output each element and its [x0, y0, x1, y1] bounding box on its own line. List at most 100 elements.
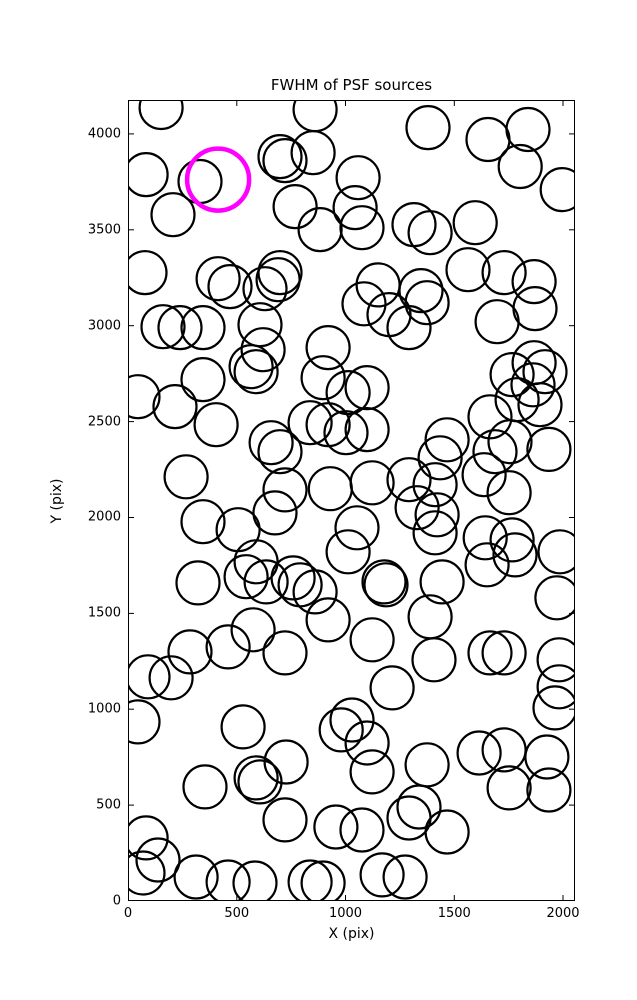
- x-tick-label: 500: [224, 906, 250, 921]
- y-tick-label: 1500: [87, 605, 121, 621]
- psf-circle: [467, 630, 513, 676]
- psf-circle: [522, 349, 568, 395]
- psf-circle: [270, 555, 316, 601]
- y-tick-label: 500: [96, 797, 121, 813]
- psf-circle: [335, 155, 381, 201]
- y-tick-label: 0: [112, 893, 121, 909]
- psf-circle: [230, 607, 276, 653]
- psf-circle: [517, 382, 563, 428]
- psf-circle: [339, 807, 385, 853]
- psf-circle: [140, 304, 186, 350]
- psf-circle: [128, 152, 169, 198]
- psf-circle: [300, 355, 346, 401]
- psf-circle: [152, 384, 198, 430]
- psf-circle: [262, 137, 308, 184]
- psf-circle: [481, 630, 527, 676]
- psf-circle: [325, 370, 371, 416]
- psf-circle: [207, 264, 253, 310]
- psf-circle: [536, 637, 575, 683]
- psf-circle: [290, 130, 336, 176]
- psf-circle: [255, 257, 301, 303]
- psf-circle: [486, 765, 532, 811]
- psf-circle: [332, 184, 378, 231]
- psf-circle: [452, 200, 498, 246]
- chart-title: FWHM of PSF sources: [270, 76, 433, 94]
- psf-circle: [138, 100, 184, 131]
- psf-circle: [180, 305, 226, 351]
- x-tick-label: 0: [123, 906, 133, 921]
- psf-circle: [369, 665, 415, 711]
- psf-circle: [481, 727, 527, 773]
- psf-circle: [349, 749, 395, 795]
- psf-circle: [180, 499, 226, 545]
- psf-circle: [386, 795, 432, 841]
- y-tick-label: 3500: [87, 222, 121, 238]
- psf-circle: [462, 515, 508, 561]
- psf-circle: [464, 542, 510, 588]
- psf-circle: [180, 357, 226, 403]
- psf-circle: [407, 210, 453, 256]
- psf-circle: [243, 559, 289, 605]
- psf-circle: [228, 344, 274, 390]
- psf-circle: [173, 854, 219, 900]
- psf-circle: [424, 417, 470, 463]
- psf-circle: [497, 143, 543, 190]
- psf-circle: [193, 402, 239, 448]
- psf-circle: [539, 167, 575, 213]
- psf-circle: [248, 420, 294, 466]
- psf-circle: [220, 704, 266, 750]
- psf-circle: [481, 250, 527, 296]
- psf-circle: [487, 419, 533, 465]
- psf-circle: [398, 268, 444, 314]
- psf-circle: [233, 349, 279, 395]
- psf-circle: [341, 281, 387, 327]
- psf-circle: [223, 554, 269, 600]
- psf-circle: [128, 374, 161, 420]
- psf-circle: [128, 699, 161, 745]
- psf-circle: [150, 192, 196, 238]
- psf-circle: [262, 630, 308, 676]
- psf-circle: [474, 299, 520, 345]
- psf-circle: [404, 742, 450, 788]
- y-tick-label: 2000: [87, 509, 121, 525]
- psf-circle: [325, 529, 371, 575]
- psf-circle: [414, 492, 460, 538]
- psf-circle: [292, 100, 338, 133]
- psf-circle: [232, 860, 278, 901]
- psf-circle: [412, 510, 458, 556]
- psf-circle: [419, 559, 465, 605]
- psf-circle: [128, 815, 169, 861]
- x-tick-label: 1500: [437, 906, 471, 921]
- psf-circle: [412, 462, 458, 508]
- psf-circle: [534, 575, 575, 621]
- psf-circle: [272, 183, 318, 230]
- psf-circle: [472, 429, 518, 475]
- psf-circle: [394, 485, 440, 531]
- psf-circle: [334, 505, 380, 551]
- psf-circle: [461, 452, 507, 498]
- psf-circle: [445, 247, 491, 293]
- psf-circle: [163, 454, 209, 500]
- psf-circle: [489, 517, 535, 563]
- psf-circle: [318, 707, 364, 753]
- psf-circle: [355, 262, 401, 308]
- psf-circle: [467, 394, 513, 440]
- psf-circle: [307, 466, 353, 512]
- y-tick-label: 3000: [87, 318, 121, 334]
- psf-circle: [382, 854, 428, 900]
- psf-circle: [537, 529, 575, 575]
- x-axis-label: X (pix): [328, 926, 375, 942]
- psf-circle: [128, 654, 171, 700]
- psf-circle: [182, 764, 228, 810]
- psf-circle: [175, 560, 221, 606]
- psf-circle: [167, 629, 213, 675]
- psf-circle: [411, 637, 457, 683]
- psf-circle: [128, 850, 166, 896]
- psf-circle: [361, 559, 407, 605]
- psf-circle: [323, 410, 369, 456]
- psf-circle: [313, 804, 359, 850]
- psf-circle: [510, 362, 556, 408]
- y-tick-label: 4000: [87, 126, 121, 142]
- psf-circle: [240, 327, 286, 373]
